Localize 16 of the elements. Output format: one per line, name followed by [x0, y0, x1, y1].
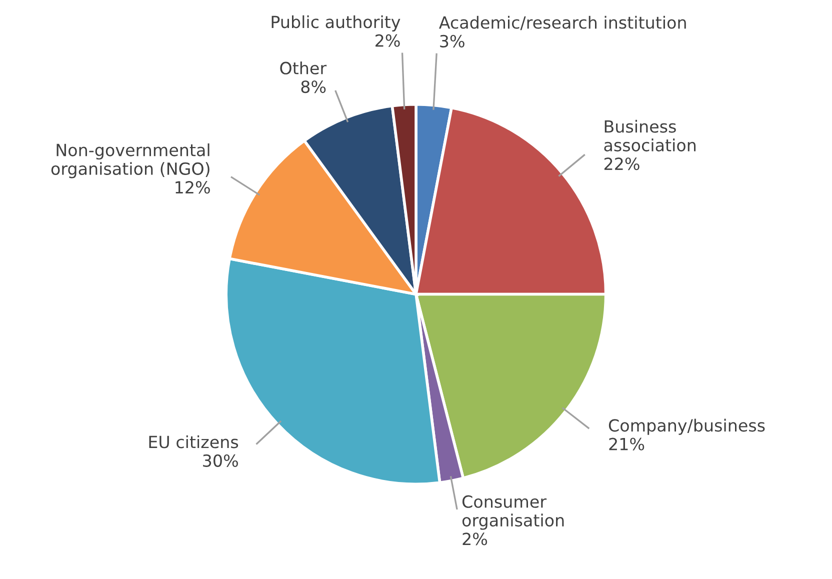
data-label: 30%	[203, 454, 238, 467]
data-label: 2%	[376, 34, 400, 47]
slice-label: Academic/research institution	[439, 16, 686, 30]
slice-label: Business association	[604, 120, 696, 152]
slice-label: EU citizens	[149, 435, 238, 448]
data-label: 8%	[301, 80, 326, 94]
slice-label: Other	[280, 62, 327, 74]
slice-label: Company/business	[608, 418, 765, 435]
data-label: 3%	[440, 34, 464, 48]
slice-label: Non-governmental organisation (NGO)	[51, 143, 210, 178]
data-label: 12%	[176, 181, 210, 194]
data-label: 22%	[604, 158, 640, 170]
slice-label: Public authority	[272, 15, 400, 32]
slice-label: Consumer organisation	[462, 495, 564, 530]
data-label: 2%	[462, 532, 488, 546]
data-label: 21%	[609, 438, 644, 450]
